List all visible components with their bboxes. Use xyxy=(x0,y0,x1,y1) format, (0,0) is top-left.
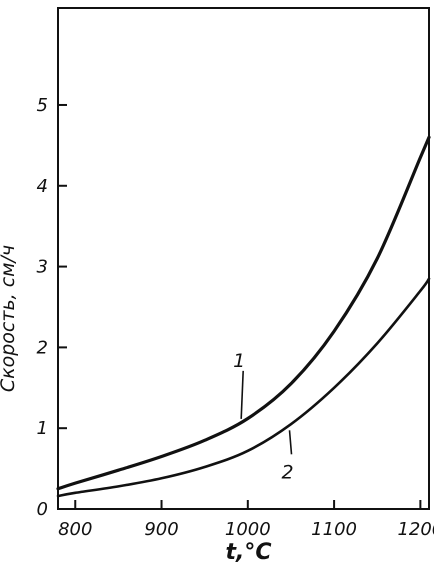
y-tick-label: 3 xyxy=(37,257,48,278)
series-lines xyxy=(56,135,431,498)
y-tick-label: 5 xyxy=(37,95,48,116)
x-tick-label: 800 xyxy=(58,519,92,540)
series-line-2 xyxy=(56,277,431,498)
x-tick-label: 1000 xyxy=(225,519,271,540)
curve-label-2: 2 xyxy=(282,461,294,483)
leader-line-1 xyxy=(240,370,244,419)
series-line-1 xyxy=(56,135,431,491)
x-axis-label: t,°C xyxy=(225,540,271,563)
y-tick-label: 1 xyxy=(37,418,48,439)
labels: 1 2 t,°C Скорость, см/ч xyxy=(0,245,294,563)
y-tick-label: 0 xyxy=(37,499,48,520)
curve-label-1: 1 xyxy=(233,350,245,372)
y-tick-label: 4 xyxy=(37,176,48,197)
y-tick-label: 2 xyxy=(37,337,48,358)
axes xyxy=(57,7,430,510)
x-tick-label: 900 xyxy=(144,519,178,540)
plot-frame xyxy=(57,7,430,510)
x-tick-label: 1100 xyxy=(311,519,357,540)
y-axis-label: Скорость, см/ч xyxy=(0,245,19,392)
leader-line-2 xyxy=(288,430,293,455)
